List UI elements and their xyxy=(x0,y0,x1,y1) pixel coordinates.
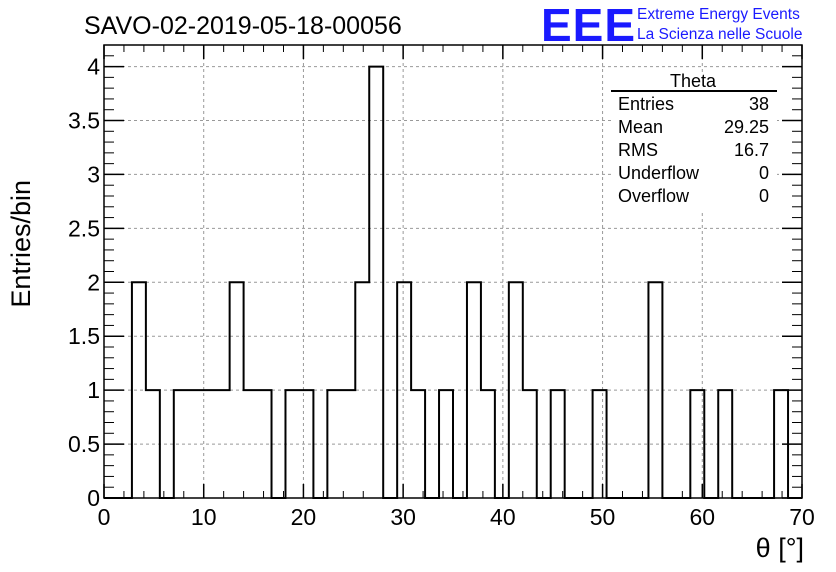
stats-rows: Entries 38 Mean 29.25 RMS 16.7 Underflow 0 Overf… xyxy=(618,94,769,206)
x-axis-ticks: 0 10 20 30 40 50 60 70 xyxy=(98,45,815,530)
x-tick-label: 50 xyxy=(590,504,616,530)
logo-mark: EEE xyxy=(541,0,636,51)
y-tick-label: 1 xyxy=(87,377,100,403)
eee-logo: EEE Extreme Energy Events La Scienza nel… xyxy=(541,0,802,51)
chart-title: SAVO-02-2019-05-18-00056 xyxy=(84,12,402,40)
logo-line-2: La Scienza nelle Scuole xyxy=(637,26,802,43)
stats-row-label: Entries xyxy=(618,94,674,114)
stats-row-value: 16.7 xyxy=(734,140,769,160)
y-tick-label: 3.5 xyxy=(68,108,100,134)
y-tick-label: 4 xyxy=(87,54,100,80)
x-tick-label: 30 xyxy=(390,504,416,530)
stats-row-label: Mean xyxy=(618,117,663,137)
y-tick-label: 2 xyxy=(87,269,100,295)
y-tick-label: 2.5 xyxy=(68,215,100,241)
stats-row-value: 0 xyxy=(759,186,769,206)
stats-row-value: 38 xyxy=(749,94,769,114)
y-tick-label: 3 xyxy=(87,161,100,187)
x-axis-label: θ [°] xyxy=(756,533,804,563)
logo-line-1: Extreme Energy Events xyxy=(637,6,800,23)
x-tick-label: 60 xyxy=(689,504,715,530)
y-axis-ticks: 0 0.5 1 1.5 2 2.5 3 3.5 4 xyxy=(68,54,802,511)
stats-title: Theta xyxy=(670,71,717,91)
stats-row-label: Overflow xyxy=(618,186,690,206)
y-axis-label: Entries/bin xyxy=(6,180,36,308)
stats-box: Theta Entries 38 Mean 29.25 RMS 16.7 Underflow… xyxy=(611,71,777,210)
x-tick-label: 10 xyxy=(191,504,217,530)
stats-row-value: 29.25 xyxy=(724,117,769,137)
stats-row-label: Underflow xyxy=(618,163,700,183)
x-tick-label: 0 xyxy=(98,504,111,530)
stats-box-background xyxy=(611,74,777,210)
x-tick-label: 20 xyxy=(291,504,317,530)
y-tick-label: 1.5 xyxy=(68,323,100,349)
y-tick-label: 0.5 xyxy=(68,431,100,457)
x-tick-label: 40 xyxy=(490,504,516,530)
y-tick-label: 0 xyxy=(87,485,100,511)
stats-row-label: RMS xyxy=(618,140,658,160)
x-tick-label: 70 xyxy=(789,504,815,530)
stats-row-value: 0 xyxy=(759,163,769,183)
